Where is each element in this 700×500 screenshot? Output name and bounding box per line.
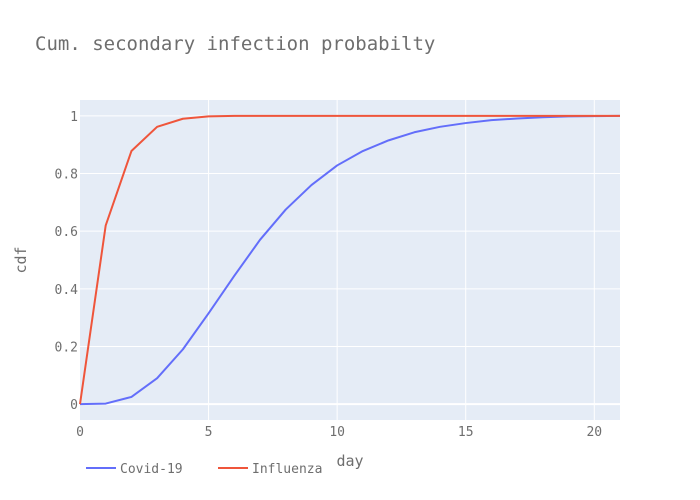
y-tick-label: 0.2 [55,340,78,355]
y-tick-label: 0.8 [55,168,78,183]
y-tick-label: 0 [70,398,78,413]
y-tick-label: 1 [70,110,78,125]
y-axis-title: cdf [12,246,30,273]
x-gridlines [208,100,595,420]
legend-label: Influenza [252,462,322,477]
y-tick-label: 0.4 [55,283,79,298]
series-line-covid-19 [79,114,621,406]
series-line-influenza [79,114,620,405]
y-tick-labels: 0 0.2 0.4 0.6 0.8 1 [55,110,79,413]
x-tick-label: 10 [329,425,345,440]
series-lines [79,114,621,406]
legend-label: Covid-19 [120,462,183,477]
x-axis-title: day [336,452,363,470]
plot-area[interactable] [80,100,620,420]
x-tick-label: 15 [458,425,474,440]
x-tick-label: 20 [586,425,602,440]
legend: Covid-19 Influenza [86,462,322,477]
x-tick-labels: 0 5 10 15 20 [76,425,602,440]
chart-title: Cum. secondary infection probabilty [35,33,435,55]
x-tick-label: 0 [76,425,84,440]
x-tick-label: 5 [205,425,213,440]
y-tick-label: 0.6 [55,225,78,240]
